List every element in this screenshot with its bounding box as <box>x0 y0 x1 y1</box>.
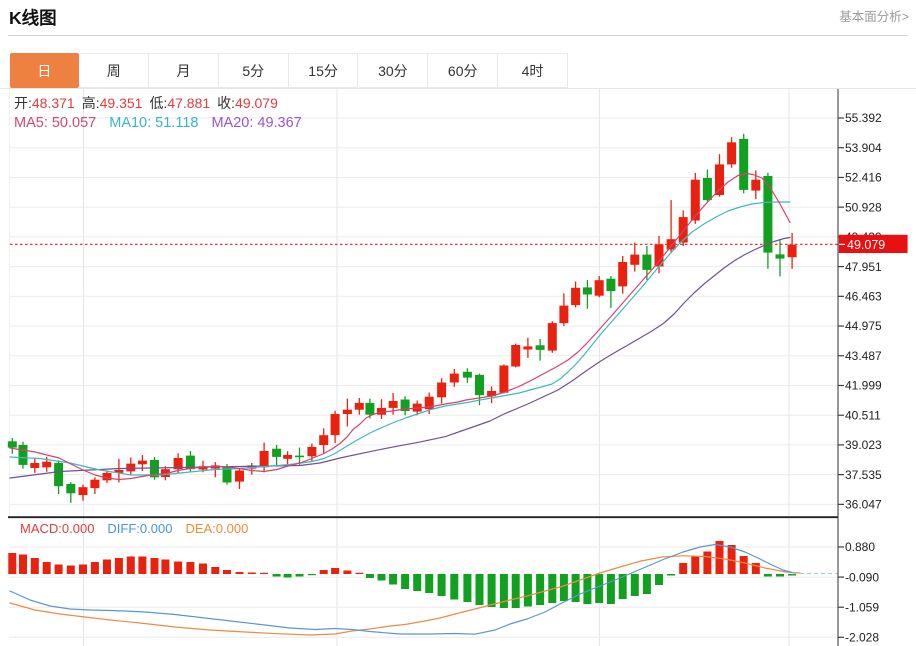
svg-text:-2.028: -2.028 <box>845 631 879 645</box>
svg-text:50.928: 50.928 <box>845 200 882 214</box>
svg-text:41.999: 41.999 <box>845 379 882 393</box>
svg-text:39.023: 39.023 <box>845 438 882 452</box>
svg-text:53.904: 53.904 <box>845 141 882 155</box>
svg-text:44.975: 44.975 <box>845 319 882 333</box>
svg-text:-0.090: -0.090 <box>845 570 879 584</box>
svg-text:49.079: 49.079 <box>847 238 885 252</box>
svg-text:52.416: 52.416 <box>845 171 882 185</box>
svg-text:37.535: 37.535 <box>845 468 882 482</box>
svg-text:55.392: 55.392 <box>845 111 882 125</box>
svg-text:43.487: 43.487 <box>845 349 882 363</box>
svg-text:47.951: 47.951 <box>845 260 882 274</box>
svg-text:36.047: 36.047 <box>845 498 882 512</box>
svg-text:-1.059: -1.059 <box>845 600 879 614</box>
svg-text:0.880: 0.880 <box>845 540 875 554</box>
svg-text:46.463: 46.463 <box>845 290 882 304</box>
svg-text:40.511: 40.511 <box>845 408 881 422</box>
